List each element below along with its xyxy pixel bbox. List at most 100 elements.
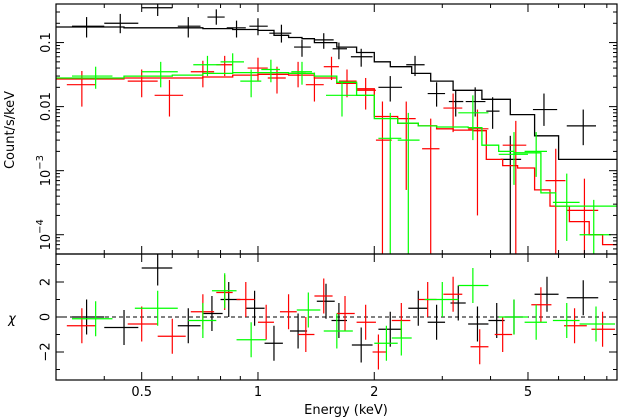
- data-point: [397, 101, 416, 190]
- residual-point: [336, 296, 355, 331]
- data-point: [448, 90, 464, 117]
- y-tick-label: 10−4: [35, 219, 54, 250]
- data-point: [141, 4, 173, 16]
- data-point: [378, 76, 403, 102]
- residual-point: [374, 325, 398, 361]
- data-point: [427, 82, 446, 107]
- residual-point: [356, 304, 376, 340]
- data-point: [406, 55, 425, 77]
- residual-point: [279, 294, 297, 330]
- data-point: [154, 80, 184, 117]
- data-point: [326, 81, 357, 117]
- y-tick-label: 10−3: [35, 155, 54, 186]
- data-point: [294, 39, 311, 57]
- data-point: [566, 109, 597, 146]
- data-point: [226, 20, 246, 38]
- data-point: [397, 112, 420, 254]
- data-point: [468, 109, 489, 216]
- residual-point: [564, 308, 587, 344]
- data-point: [127, 69, 158, 98]
- residual-point: [552, 303, 580, 338]
- residual-point: [372, 334, 387, 370]
- residual-point: [443, 276, 463, 312]
- residual-point: [427, 304, 446, 340]
- residual-point: [488, 303, 505, 338]
- data-point: [350, 48, 373, 67]
- energy-x-axis-label: Energy (keV): [304, 403, 388, 418]
- tick-labels: 0.5 1 2 5 0.1 0.01 10−3 10−4 2 0 −2: [35, 32, 533, 400]
- residual-point: [351, 327, 373, 363]
- x-tick-label: 2: [370, 385, 378, 400]
- residual-point: [157, 318, 186, 354]
- residual-point: [289, 313, 308, 349]
- residual-y-axis-label: χ: [7, 312, 17, 327]
- residual-point: [534, 276, 559, 312]
- y-tick-label: 0.1: [39, 32, 54, 53]
- residual-point: [323, 313, 353, 349]
- residual-point: [498, 299, 528, 335]
- residual-point: [378, 311, 403, 347]
- data-point: [566, 178, 599, 254]
- residual-point: [408, 290, 428, 326]
- data-point: [207, 9, 225, 25]
- residual-point: [104, 310, 139, 345]
- residual-point: [591, 311, 616, 347]
- y-tick-label: −2: [39, 342, 54, 361]
- data-point: [378, 112, 402, 254]
- residual-point: [314, 278, 333, 314]
- data-point: [193, 55, 221, 77]
- data-point: [465, 87, 486, 117]
- data-point: [500, 135, 522, 254]
- data-point: [66, 70, 96, 107]
- residual-point: [566, 280, 599, 316]
- residual-point: [494, 317, 513, 352]
- data-point: [422, 118, 440, 254]
- residual-point: [245, 290, 265, 326]
- residual-point: [264, 325, 283, 361]
- data-point: [240, 69, 262, 98]
- residual-point: [298, 317, 315, 352]
- residual-point: [579, 306, 616, 342]
- data-point: [579, 199, 611, 254]
- model-step-line: [56, 73, 617, 246]
- data-point: [247, 57, 268, 82]
- x-tick-label: 5: [524, 385, 532, 400]
- data-point: [71, 17, 105, 38]
- residual-point: [424, 282, 459, 317]
- y-tick-label: 2: [39, 278, 54, 286]
- residual-point: [177, 308, 201, 344]
- data-point: [305, 72, 324, 102]
- data-point: [261, 59, 280, 83]
- x-tick-label: 0.5: [131, 385, 152, 400]
- data-point: [332, 42, 347, 60]
- data-point: [291, 61, 313, 85]
- data-point: [443, 93, 463, 133]
- model-step-line: [56, 71, 617, 207]
- data-point: [269, 24, 292, 43]
- spectrum-panel-frame: [55, 3, 618, 255]
- residual-point: [257, 304, 274, 340]
- data-point: [177, 17, 201, 38]
- data-point: [532, 93, 558, 126]
- residual-point: [141, 254, 173, 286]
- residual-point: [71, 299, 105, 335]
- model-step-line: [56, 26, 617, 161]
- data-point: [249, 18, 268, 36]
- residual-point: [468, 306, 489, 342]
- spectrum-panel-data: [56, 4, 617, 254]
- data-point: [141, 61, 178, 88]
- residual-point: [531, 287, 552, 323]
- residual-point: [127, 306, 158, 342]
- y-tick-label: 0: [39, 313, 54, 321]
- x-tick-label: 1: [254, 385, 262, 400]
- data-point: [524, 132, 547, 177]
- data-point: [314, 33, 334, 49]
- data-point: [71, 66, 113, 89]
- residual-point: [316, 283, 335, 319]
- residual-point: [134, 290, 178, 326]
- data-point: [220, 53, 244, 73]
- data-point: [486, 97, 500, 129]
- residual-point: [71, 301, 113, 337]
- y-tick-label: 0.01: [39, 92, 54, 121]
